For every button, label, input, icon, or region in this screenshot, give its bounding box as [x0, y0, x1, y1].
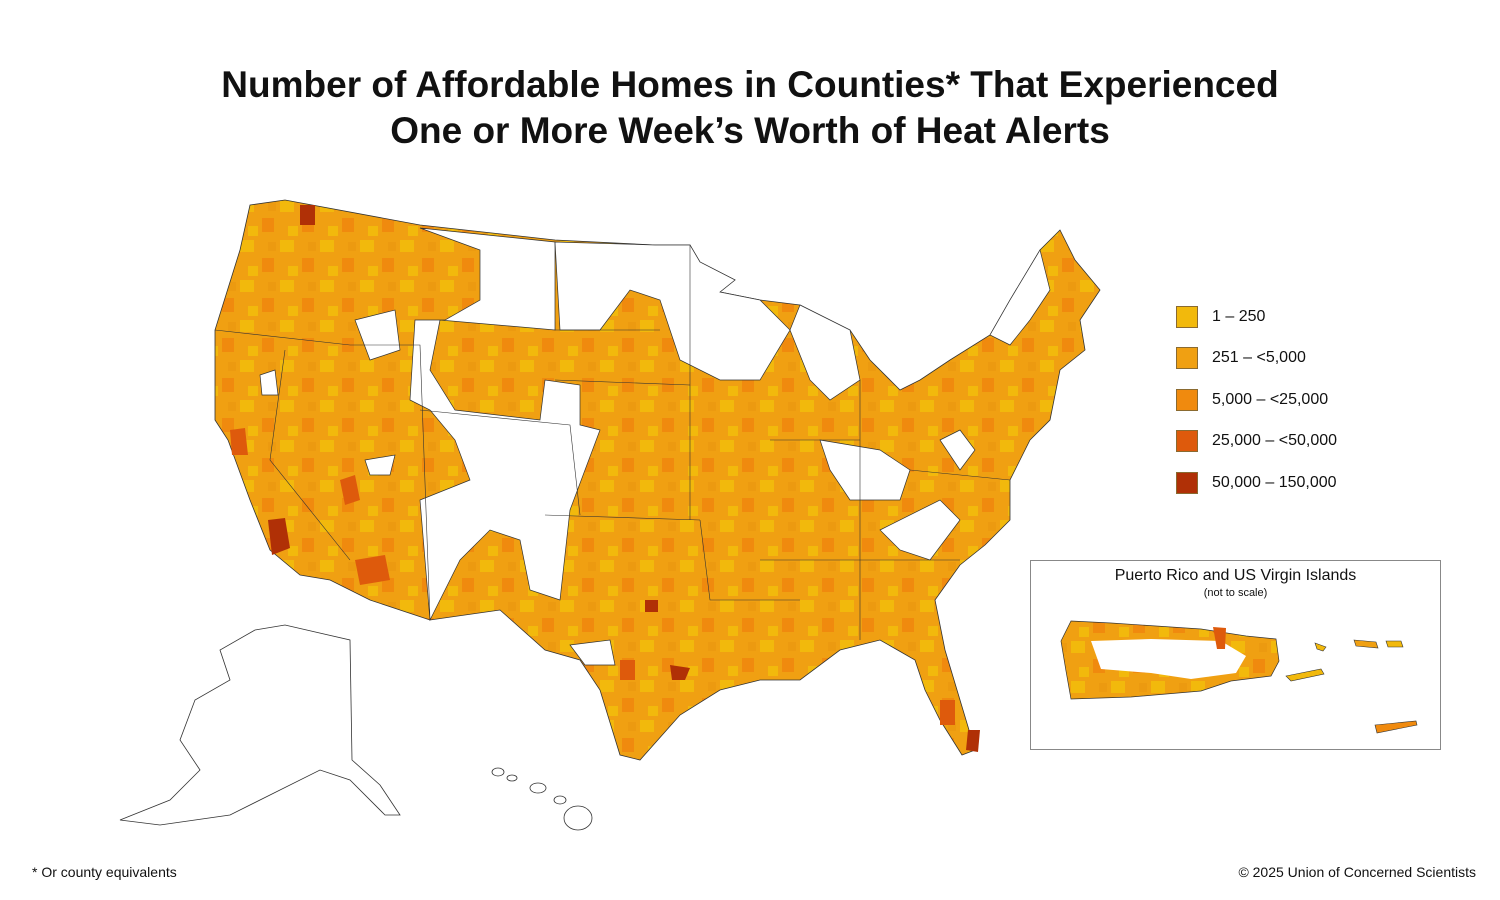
alaska [119, 624, 401, 826]
legend-label: 1 – 250 [1212, 307, 1266, 325]
state-borders [214, 245, 1011, 640]
inset-title: Puerto Rico and US Virgin Islands [1114, 567, 1357, 584]
pr-no-data [1091, 639, 1246, 679]
footnote: * Or county equivalents [32, 864, 177, 880]
inset-map [1060, 620, 1418, 734]
copyright: © 2025 Union of Concerned Scientists [1238, 864, 1476, 880]
highest-value-counties [268, 205, 980, 752]
high-value-counties [230, 428, 955, 725]
inset-subtitle: (not to scale) [1203, 587, 1268, 599]
legend-item: 5,000 – <25,000 [1176, 379, 1337, 421]
culebra [1314, 642, 1327, 652]
hawaii [491, 767, 593, 831]
legend-swatch [1176, 388, 1198, 411]
legend-swatch [1176, 430, 1198, 453]
st-croix [1374, 720, 1418, 734]
st-john [1385, 640, 1404, 648]
legend-swatch [1176, 347, 1198, 370]
legend-label: 50,000 – 150,000 [1212, 473, 1337, 491]
legend-item: 50,000 – 150,000 [1176, 462, 1337, 504]
legend-item: 25,000 – <50,000 [1176, 421, 1337, 463]
legend-item: 251 – <5,000 [1176, 338, 1337, 380]
map-title: Number of Affordable Homes in Counties* … [0, 62, 1500, 154]
legend-label: 5,000 – <25,000 [1212, 390, 1329, 408]
title-line-1: Number of Affordable Homes in Counties* … [221, 64, 1279, 105]
pr-high-county [1213, 627, 1226, 649]
vieques [1285, 668, 1325, 682]
legend-swatch [1176, 305, 1198, 328]
legend-label: 25,000 – <50,000 [1212, 432, 1338, 450]
title-line-2: One or More Week’s Worth of Heat Alerts [390, 110, 1110, 151]
no-data-regions [259, 227, 1051, 666]
legend-item: 1 – 250 [1176, 296, 1337, 338]
legend-label: 251 – <5,000 [1212, 349, 1306, 367]
legend: 1 – 250 251 – <5,000 5,000 – <25,000 25,… [1176, 296, 1337, 504]
puerto-rico-inset: Puerto Rico and US Virgin Islands (not t… [1030, 560, 1441, 750]
legend-swatch [1176, 471, 1198, 494]
st-thomas [1353, 639, 1379, 649]
